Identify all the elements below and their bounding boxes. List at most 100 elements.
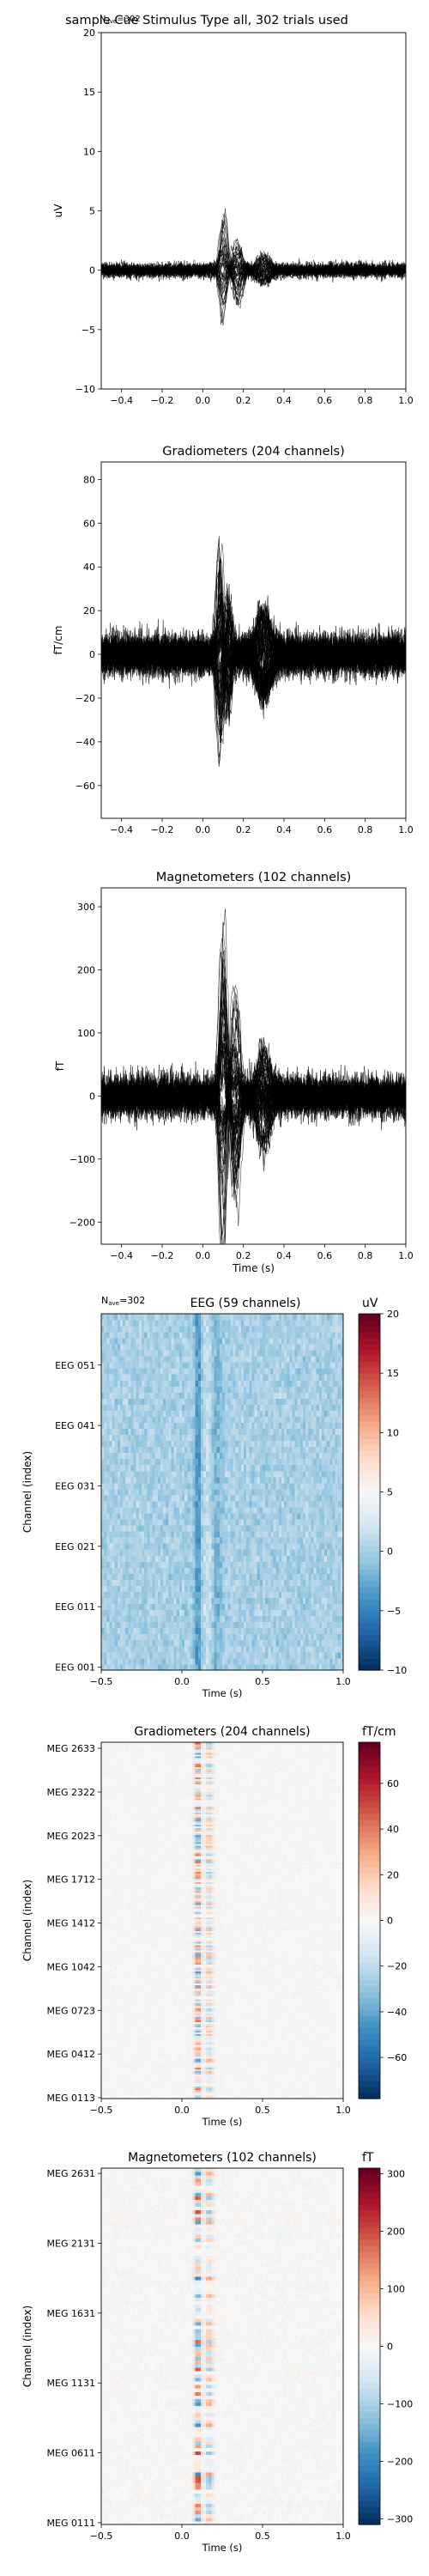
- heatmap-cell: [184, 1519, 188, 1525]
- heatmap-cell: [295, 1459, 299, 1465]
- heatmap-cell: [196, 1423, 199, 1429]
- heatmap-cell: [115, 1465, 118, 1471]
- heatmap-cell: [201, 1664, 204, 1670]
- heatmap-cell: [193, 1398, 196, 1404]
- heatmap-cell: [201, 1459, 204, 1465]
- heatmap-cell: [147, 1561, 150, 1567]
- heatmap-cell: [206, 1616, 209, 1622]
- heatmap-cell: [241, 1374, 245, 1380]
- heatmap-cell: [241, 1429, 245, 1435]
- heatmap-cell: [287, 1453, 290, 1459]
- heatmap-cell: [335, 1392, 339, 1398]
- heatmap-cell: [187, 1513, 190, 1519]
- heatmap-cell: [317, 1441, 320, 1447]
- heatmap-cell: [220, 1646, 223, 1652]
- heatmap-cell: [287, 1622, 290, 1628]
- heatmap-cell: [182, 1386, 185, 1392]
- heatmap-cell: [149, 1441, 153, 1447]
- heatmap-cell: [300, 1435, 304, 1441]
- heatmap-cell: [289, 1573, 293, 1579]
- heatmap-cell: [265, 1392, 269, 1398]
- heatmap-cell: [153, 1573, 156, 1579]
- heatmap-cell: [338, 1646, 341, 1652]
- heatmap-cell: [239, 1392, 242, 1398]
- heatmap-cell: [335, 1471, 339, 1477]
- heatmap-cell: [187, 1411, 190, 1417]
- heatmap-cell: [193, 1374, 196, 1380]
- heatmap-cell: [324, 1652, 328, 1658]
- heatmap-cell: [255, 1489, 258, 1495]
- heatmap-cell: [144, 1459, 148, 1465]
- heatmap-cell: [241, 1628, 245, 1634]
- heatmap-cell: [158, 1368, 161, 1374]
- heatmap-cell: [300, 1622, 304, 1628]
- heatmap-cell: [311, 1573, 314, 1579]
- heatmap-cell: [120, 1423, 124, 1429]
- heatmap-cell: [298, 1658, 301, 1664]
- heatmap-cell: [308, 1380, 311, 1386]
- heatmap-cell: [281, 1604, 285, 1610]
- heatmap-cell: [251, 1640, 255, 1646]
- heatmap-cell: [308, 1567, 311, 1573]
- heatmap-cell: [327, 1453, 330, 1459]
- heatmap-cell: [244, 1405, 247, 1411]
- heatmap-cell: [203, 1356, 207, 1362]
- heatmap-cell: [332, 1429, 335, 1435]
- heatmap-cell: [265, 1664, 269, 1670]
- heatmap-cell: [203, 1664, 207, 1670]
- heatmap-cell: [179, 1537, 183, 1543]
- heatmap-cell: [276, 1423, 280, 1429]
- heatmap-cell: [184, 1429, 188, 1435]
- heatmap-cell: [139, 1423, 142, 1429]
- heatmap-cell: [317, 1417, 320, 1423]
- heatmap-cell: [106, 1411, 110, 1417]
- heatmap-cell: [233, 1417, 237, 1423]
- heatmap-cell: [276, 1356, 280, 1362]
- heatmap-cell: [260, 1604, 263, 1610]
- heatmap-cell: [284, 1441, 287, 1447]
- heatmap-cell: [182, 1573, 185, 1579]
- heatmap-cell: [268, 1423, 271, 1429]
- heatmap-cell: [303, 1622, 306, 1628]
- heatmap-cell: [233, 1435, 237, 1441]
- heatmap-cell: [166, 1573, 169, 1579]
- heatmap-cell: [322, 1543, 325, 1549]
- heatmap-cell: [274, 1411, 277, 1417]
- heatmap-cell: [300, 1507, 304, 1513]
- heatmap-cell: [303, 1513, 306, 1519]
- heatmap-cell: [270, 1616, 274, 1622]
- heatmap-cell: [274, 1507, 277, 1513]
- heatmap-cell: [263, 1579, 266, 1585]
- heatmap-cell: [139, 1495, 142, 1501]
- heatmap-cell: [136, 1634, 140, 1640]
- heatmap-cell: [174, 1495, 178, 1501]
- heatmap-cell: [101, 1417, 105, 1423]
- heatmap-cell: [214, 1453, 218, 1459]
- heatmap-cell: [227, 1537, 231, 1543]
- heatmap-cell: [187, 1417, 190, 1423]
- heatmap-cell: [305, 1531, 309, 1537]
- heatmap-cell: [227, 1380, 231, 1386]
- heatmap-cell: [241, 1658, 245, 1664]
- heatmap-cell: [298, 1543, 301, 1549]
- heatmap-cell: [104, 1459, 107, 1465]
- heatmap-cell: [317, 1465, 320, 1471]
- heatmap-cell: [115, 1447, 118, 1453]
- heatmap-cell: [160, 1423, 164, 1429]
- heatmap-cell: [274, 1652, 277, 1658]
- heatmap-cell: [289, 1483, 293, 1489]
- heatmap-cell: [217, 1640, 221, 1646]
- heatmap-cell: [222, 1356, 226, 1362]
- heatmap-cell: [305, 1525, 309, 1531]
- heatmap-cell: [217, 1429, 221, 1435]
- heatmap-cell: [109, 1579, 112, 1585]
- heatmap-cell: [123, 1501, 126, 1507]
- heatmap-cell: [217, 1398, 221, 1404]
- heatmap-cell: [260, 1489, 263, 1495]
- heatmap-cell: [160, 1386, 164, 1392]
- heatmap-cell: [260, 1398, 263, 1404]
- heatmap-cell: [130, 1398, 134, 1404]
- heatmap-cell: [196, 1573, 199, 1579]
- heatmap-cell: [179, 1592, 183, 1598]
- heatmap-cell: [153, 1646, 156, 1652]
